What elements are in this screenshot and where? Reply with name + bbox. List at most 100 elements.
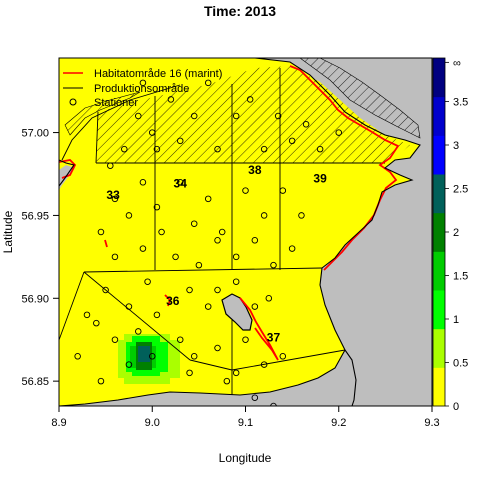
area-label: 39: [313, 171, 327, 185]
station-marker: [223, 377, 231, 385]
colorbar-label: 3: [453, 140, 459, 152]
station-marker: [153, 311, 161, 319]
station-marker: [232, 112, 240, 120]
station-marker: [153, 203, 161, 211]
station-marker: [135, 112, 142, 120]
station-marker: [148, 129, 156, 136]
station-marker: [190, 353, 198, 360]
station-marker: [214, 286, 221, 294]
colorbar-segment: [433, 135, 445, 175]
station-marker: [172, 253, 179, 261]
station-marker: [139, 79, 147, 87]
station-marker: [195, 261, 203, 269]
station-marker: [260, 145, 268, 153]
station-marker: [135, 328, 142, 335]
station-marker: [176, 137, 184, 145]
station-marker: [288, 137, 296, 145]
colorbar: 0 0.5 1 1.5 2 2.5 3 3.5 ∞: [432, 57, 468, 413]
station-marker: [176, 179, 184, 186]
station-marker: [153, 145, 161, 153]
coastline: [59, 58, 421, 406]
y-axis-label: Latitude: [1, 210, 15, 253]
station-marker: [144, 278, 151, 285]
colorbar-label: 2: [453, 227, 459, 239]
station-marker: [251, 394, 259, 401]
map-title: Time: 2013: [204, 3, 276, 19]
legend-station-swatch: [69, 98, 77, 106]
station-marker: [121, 145, 128, 153]
station-marker: [176, 336, 184, 343]
station-marker: [246, 96, 254, 103]
station-marker: [214, 145, 221, 153]
station-marker: [251, 303, 259, 310]
area-label: 37: [267, 330, 281, 344]
station-marker: [125, 361, 133, 368]
station-marker: [270, 261, 277, 269]
x-axis-label: Longitude: [219, 451, 272, 465]
area-labels: 33 34 38 39 36 37: [106, 163, 327, 344]
hatched-production-zone: [64, 58, 421, 163]
station-marker: [298, 212, 305, 219]
station-marker: [316, 145, 324, 153]
station-marker: [111, 195, 119, 203]
station-marker: [186, 286, 193, 294]
station-marker: [279, 187, 287, 194]
colorbar-label: 0: [453, 401, 459, 413]
station-marker: [111, 336, 119, 343]
station-marker: [232, 278, 240, 285]
station-marker: [125, 303, 133, 310]
legend-production-label: Produktionsområde: [94, 83, 189, 95]
area-label: 33: [106, 188, 120, 202]
x-tick-label: 9.1: [238, 417, 253, 429]
colorbar-segment: [433, 367, 445, 407]
colorbar-segment: [433, 251, 445, 291]
legend: Habitatområde 16 (marint) Produktionsomr…: [63, 68, 222, 109]
legend-station-label: Stationer: [94, 97, 138, 109]
station-marker: [102, 286, 109, 294]
station-marker: [265, 295, 273, 302]
station-marker: [74, 353, 81, 360]
station-marker: [274, 112, 282, 120]
station-marker: [270, 402, 277, 406]
x-tick-label: 9.0: [145, 417, 160, 429]
colorbar-segment: [433, 58, 445, 98]
colorbar-label: 1.5: [453, 271, 468, 283]
x-tick-label: 9.2: [331, 417, 346, 429]
station-marker: [279, 353, 287, 360]
station-marker: [232, 253, 240, 261]
station-marker: [335, 129, 343, 136]
station-marker: [93, 319, 100, 327]
colorbar-segment: [433, 290, 445, 330]
colorbar-label: 2.5: [453, 184, 468, 196]
station-marker: [204, 79, 212, 87]
station-marker: [139, 245, 147, 252]
station-marker: [242, 187, 249, 194]
station-marker: [83, 311, 91, 319]
station-marker: [218, 228, 226, 236]
station-marker: [251, 237, 259, 244]
station-marker: [107, 162, 114, 169]
colorbar-segment: [433, 212, 445, 252]
station-marker: [214, 344, 221, 352]
station-marker: [148, 353, 156, 360]
station-marker: [97, 377, 105, 385]
density-hotspot: [118, 334, 180, 384]
plot-region: 33 34 38 39 36 37: [59, 58, 432, 406]
colorbar-segment: [433, 96, 445, 136]
colorbar-label: 1: [453, 314, 459, 326]
production-boundaries: [59, 68, 385, 395]
x-tick-label: 8.9: [51, 417, 66, 429]
station-marker: [111, 253, 119, 261]
y-axis: 56.85 56.90 56.95 57.00: [21, 128, 59, 388]
station-marker: [97, 228, 105, 236]
y-tick-label: 56.90: [21, 293, 49, 305]
station-marker: [302, 121, 310, 128]
y-tick-label: 57.00: [21, 128, 49, 140]
station-markers: [74, 79, 343, 406]
colorbar-segment: [433, 328, 445, 368]
island: [221, 293, 253, 331]
area-label: 38: [248, 163, 262, 177]
station-marker: [139, 179, 147, 186]
legend-habitat-label: Habitatområde 16 (marint): [94, 68, 222, 80]
